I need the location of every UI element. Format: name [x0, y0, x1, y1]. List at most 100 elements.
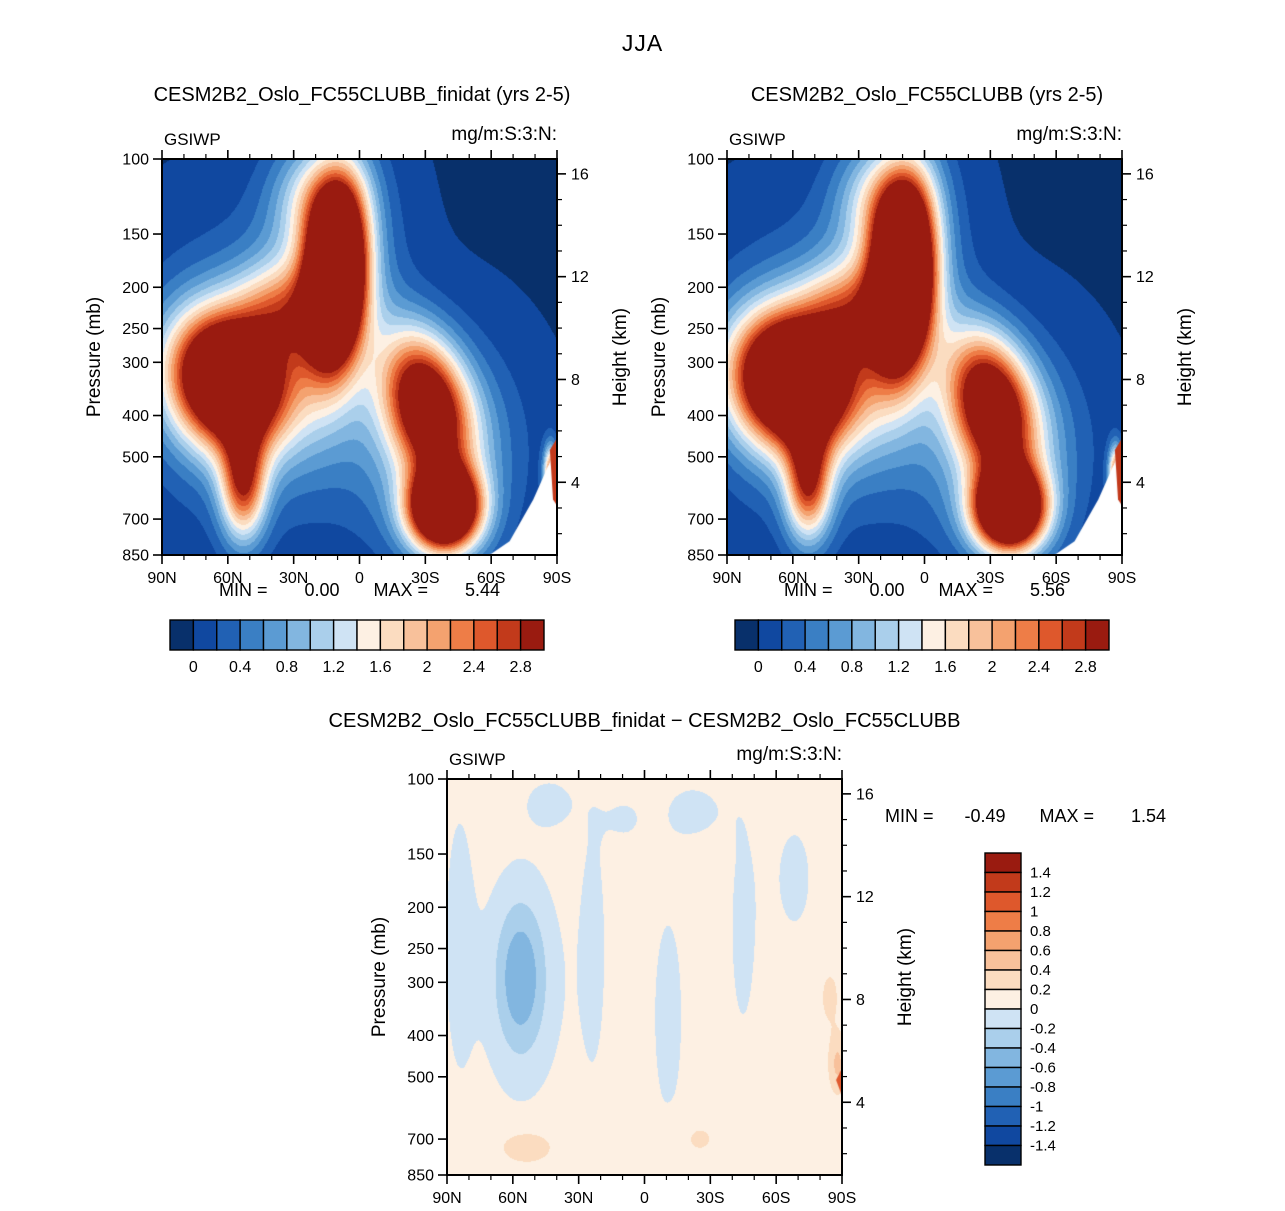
svg-text:200: 200 [122, 280, 149, 297]
variable-label-left: GSIWP [164, 130, 221, 149]
svg-text:8: 8 [1136, 372, 1145, 389]
max-label: MAX = [938, 580, 994, 600]
variable-label-diff: GSIWP [449, 750, 506, 769]
svg-text:16: 16 [1136, 166, 1154, 183]
min-value: -0.49 [964, 806, 1006, 826]
pressure-axis-title-diff: Pressure (mb) [369, 916, 390, 1038]
axes-left: 90N 60N 30N 0 30S 60S 90S 100 150 200 250 300 400 500… [122, 150, 589, 587]
svg-text:16: 16 [571, 166, 589, 183]
svg-text:300: 300 [687, 355, 714, 372]
svg-text:2.4: 2.4 [1028, 659, 1050, 676]
svg-text:90N: 90N [147, 570, 176, 587]
svg-text:300: 300 [407, 975, 434, 992]
max-label: MAX = [1039, 806, 1095, 826]
svg-text:0.8: 0.8 [841, 659, 863, 676]
colorbar-right: 0 0.4 0.8 1.2 1.6 2 2.4 2.8 [734, 619, 1110, 676]
svg-text:1.6: 1.6 [369, 659, 391, 676]
svg-text:90S: 90S [1108, 570, 1136, 587]
svg-text:2: 2 [423, 659, 432, 676]
svg-text:200: 200 [687, 280, 714, 297]
max-value: 5.44 [464, 580, 501, 600]
svg-text:90S: 90S [828, 1190, 856, 1207]
svg-text:850: 850 [687, 548, 714, 565]
svg-text:90S: 90S [543, 570, 571, 587]
svg-text:500: 500 [407, 1069, 434, 1086]
axes-diff: 90N 60N 30N 0 30S 60S 90S 100 150 200 250 300 400 500… [407, 770, 874, 1207]
svg-text:2.8: 2.8 [1075, 659, 1097, 676]
svg-text:2: 2 [988, 659, 997, 676]
contour-plot-canvas-diff [447, 779, 842, 1175]
units-label-diff: mg/m:S:3:N: [736, 744, 842, 765]
axes-right: 90N 60N 30N 0 30S 60S 90S 100 150 200 250 300 400 500… [687, 150, 1154, 587]
svg-text:250: 250 [407, 941, 434, 958]
svg-text:30S: 30S [696, 1190, 724, 1207]
panel-title-diff: CESM2B2_Oslo_FC55CLUBB_finidat − CESM2B2… [328, 710, 961, 732]
svg-text:12: 12 [856, 889, 874, 906]
svg-text:8: 8 [856, 992, 865, 1009]
min-value: 0.00 [869, 580, 905, 600]
svg-text:500: 500 [122, 449, 149, 466]
svg-text:250: 250 [122, 321, 149, 338]
svg-text:850: 850 [122, 548, 149, 565]
height-axis-title-right: Height (km) [1175, 307, 1196, 407]
svg-text:60N: 60N [498, 1190, 527, 1207]
min-value: 0.00 [304, 580, 340, 600]
svg-text:100: 100 [687, 152, 714, 169]
svg-text:0.4: 0.4 [1030, 962, 1051, 979]
svg-text:0.6: 0.6 [1030, 943, 1051, 960]
svg-text:0: 0 [189, 659, 198, 676]
svg-text:1.6: 1.6 [934, 659, 956, 676]
svg-text:700: 700 [687, 512, 714, 529]
svg-text:30N: 30N [279, 570, 308, 587]
svg-text:700: 700 [122, 512, 149, 529]
svg-text:-0.6: -0.6 [1030, 1060, 1056, 1077]
max-value: 1.54 [1131, 806, 1167, 826]
variable-label-right: GSIWP [729, 130, 786, 149]
svg-text:100: 100 [122, 152, 149, 169]
panel-title-right: CESM2B2_Oslo_FC55CLUBB (yrs 2-5) [750, 84, 1104, 106]
colorbar-diff: 1.4 1.2 1 0.8 0.6 0.4 0.2 0 -0.2 -0.4 -0.6 -0.8 -1 -1… [984, 852, 1056, 1166]
svg-text:400: 400 [122, 408, 149, 425]
svg-text:60S: 60S [762, 1190, 790, 1207]
svg-text:0: 0 [1030, 1001, 1038, 1018]
svg-text:400: 400 [407, 1028, 434, 1045]
svg-text:60N: 60N [778, 570, 807, 587]
svg-text:0: 0 [640, 1190, 649, 1207]
height-axis-title-diff: Height (km) [895, 927, 916, 1027]
svg-text:4: 4 [856, 1095, 865, 1112]
pressure-axis-title-right: Pressure (mb) [649, 296, 670, 418]
svg-text:1.4: 1.4 [1030, 865, 1051, 882]
svg-text:30N: 30N [564, 1190, 593, 1207]
max-label: MAX = [373, 580, 429, 600]
pressure-axis-title-left: Pressure (mb) [84, 296, 105, 418]
svg-text:4: 4 [571, 475, 580, 492]
svg-text:850: 850 [407, 1168, 434, 1185]
min-label: MIN = [885, 806, 934, 826]
svg-text:-0.8: -0.8 [1030, 1079, 1056, 1096]
svg-text:-1.4: -1.4 [1030, 1138, 1056, 1155]
svg-text:200: 200 [407, 900, 434, 917]
svg-text:60S: 60S [477, 570, 505, 587]
svg-text:4: 4 [1136, 475, 1145, 492]
svg-text:500: 500 [687, 449, 714, 466]
svg-text:0.2: 0.2 [1030, 982, 1051, 999]
units-label-right: mg/m:S:3:N: [1016, 124, 1122, 145]
stats-row-right: MIN = 0.00 MAX = 5.56 [727, 580, 1122, 601]
svg-text:400: 400 [687, 408, 714, 425]
svg-text:0: 0 [754, 659, 763, 676]
svg-text:8: 8 [571, 372, 580, 389]
svg-text:90N: 90N [712, 570, 741, 587]
svg-text:2.4: 2.4 [463, 659, 485, 676]
min-label: MIN = [218, 580, 268, 600]
svg-text:1.2: 1.2 [323, 659, 345, 676]
svg-text:700: 700 [407, 1132, 434, 1149]
svg-text:150: 150 [122, 227, 149, 244]
svg-text:-1: -1 [1030, 1099, 1043, 1116]
panel-title-left: CESM2B2_Oslo_FC55CLUBB_finidat (yrs 2-5) [153, 84, 571, 106]
svg-text:150: 150 [407, 847, 434, 864]
svg-text:12: 12 [571, 269, 589, 286]
svg-text:1: 1 [1030, 904, 1038, 921]
svg-text:16: 16 [856, 786, 874, 803]
svg-text:12: 12 [1136, 269, 1154, 286]
